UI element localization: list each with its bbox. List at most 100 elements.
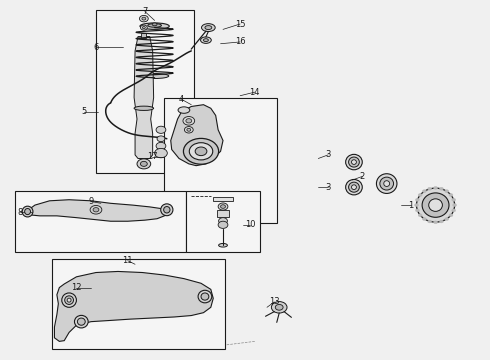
Ellipse shape (62, 293, 76, 307)
Circle shape (440, 187, 443, 190)
Polygon shape (134, 37, 154, 158)
Ellipse shape (348, 182, 359, 192)
Ellipse shape (183, 138, 219, 164)
Text: 14: 14 (249, 87, 260, 96)
Circle shape (220, 205, 225, 208)
Circle shape (416, 198, 419, 201)
Ellipse shape (161, 204, 173, 216)
Bar (15, 191, 186, 252)
Ellipse shape (429, 199, 442, 211)
Text: 3: 3 (325, 150, 331, 159)
Ellipse shape (384, 181, 390, 186)
Bar (52, 259, 225, 348)
Bar (96, 10, 194, 173)
Ellipse shape (141, 73, 169, 78)
Circle shape (137, 159, 151, 169)
Ellipse shape (348, 157, 359, 167)
Ellipse shape (351, 185, 356, 189)
Ellipse shape (195, 147, 207, 156)
Ellipse shape (200, 37, 211, 43)
Circle shape (143, 27, 146, 29)
Text: 4: 4 (179, 95, 184, 104)
Ellipse shape (376, 174, 397, 193)
Circle shape (434, 186, 438, 189)
Text: 5: 5 (81, 107, 86, 116)
Circle shape (449, 214, 453, 217)
Circle shape (453, 204, 457, 207)
Circle shape (418, 194, 422, 197)
Text: 16: 16 (235, 37, 245, 46)
Text: 15: 15 (235, 19, 245, 28)
Bar (164, 98, 277, 223)
Text: 10: 10 (245, 220, 255, 229)
Ellipse shape (351, 160, 356, 165)
Ellipse shape (65, 296, 74, 305)
Ellipse shape (345, 154, 362, 170)
Ellipse shape (416, 188, 455, 222)
Circle shape (422, 217, 426, 220)
Circle shape (140, 15, 148, 22)
Circle shape (93, 208, 99, 212)
Text: 1: 1 (409, 201, 414, 210)
Circle shape (452, 209, 456, 212)
Circle shape (434, 221, 438, 224)
Ellipse shape (140, 23, 169, 30)
Text: 7: 7 (142, 7, 147, 16)
Ellipse shape (164, 207, 170, 213)
Polygon shape (54, 271, 213, 341)
Ellipse shape (201, 293, 209, 300)
Bar (142, 33, 147, 39)
Text: 8: 8 (18, 208, 23, 217)
Ellipse shape (134, 106, 154, 111)
Ellipse shape (189, 143, 213, 160)
Ellipse shape (24, 208, 30, 215)
Ellipse shape (152, 23, 157, 26)
Circle shape (141, 25, 147, 30)
Circle shape (183, 117, 195, 125)
Circle shape (218, 221, 228, 228)
Circle shape (418, 214, 422, 217)
Circle shape (142, 17, 146, 20)
Circle shape (449, 194, 453, 197)
Text: 12: 12 (71, 283, 82, 292)
Bar (213, 197, 233, 201)
Bar (217, 211, 229, 217)
Text: 11: 11 (122, 256, 133, 265)
Circle shape (445, 190, 449, 193)
Circle shape (219, 218, 227, 224)
Polygon shape (27, 200, 167, 221)
Ellipse shape (74, 315, 88, 328)
Ellipse shape (77, 318, 85, 325)
Ellipse shape (219, 243, 227, 247)
Text: 13: 13 (269, 297, 280, 306)
Circle shape (275, 305, 283, 310)
Circle shape (422, 190, 426, 193)
Circle shape (271, 302, 287, 313)
Circle shape (416, 209, 419, 212)
Circle shape (452, 198, 456, 201)
Circle shape (440, 220, 443, 223)
Ellipse shape (198, 290, 212, 303)
Circle shape (187, 129, 191, 131)
Ellipse shape (148, 24, 161, 27)
Bar (186, 191, 260, 252)
Circle shape (155, 148, 167, 158)
Circle shape (157, 136, 165, 141)
Circle shape (428, 187, 432, 190)
Ellipse shape (380, 177, 393, 190)
Circle shape (415, 204, 418, 207)
Ellipse shape (201, 24, 215, 32)
Circle shape (156, 126, 166, 134)
Ellipse shape (178, 107, 190, 113)
Ellipse shape (205, 26, 212, 30)
Text: 9: 9 (89, 197, 94, 206)
Circle shape (184, 127, 193, 133)
Circle shape (445, 217, 449, 220)
Text: 3: 3 (325, 183, 331, 192)
Circle shape (186, 119, 192, 123)
Circle shape (141, 161, 147, 166)
Text: 17: 17 (147, 152, 157, 161)
Ellipse shape (22, 206, 33, 217)
Text: 2: 2 (360, 172, 365, 181)
Ellipse shape (422, 193, 449, 217)
